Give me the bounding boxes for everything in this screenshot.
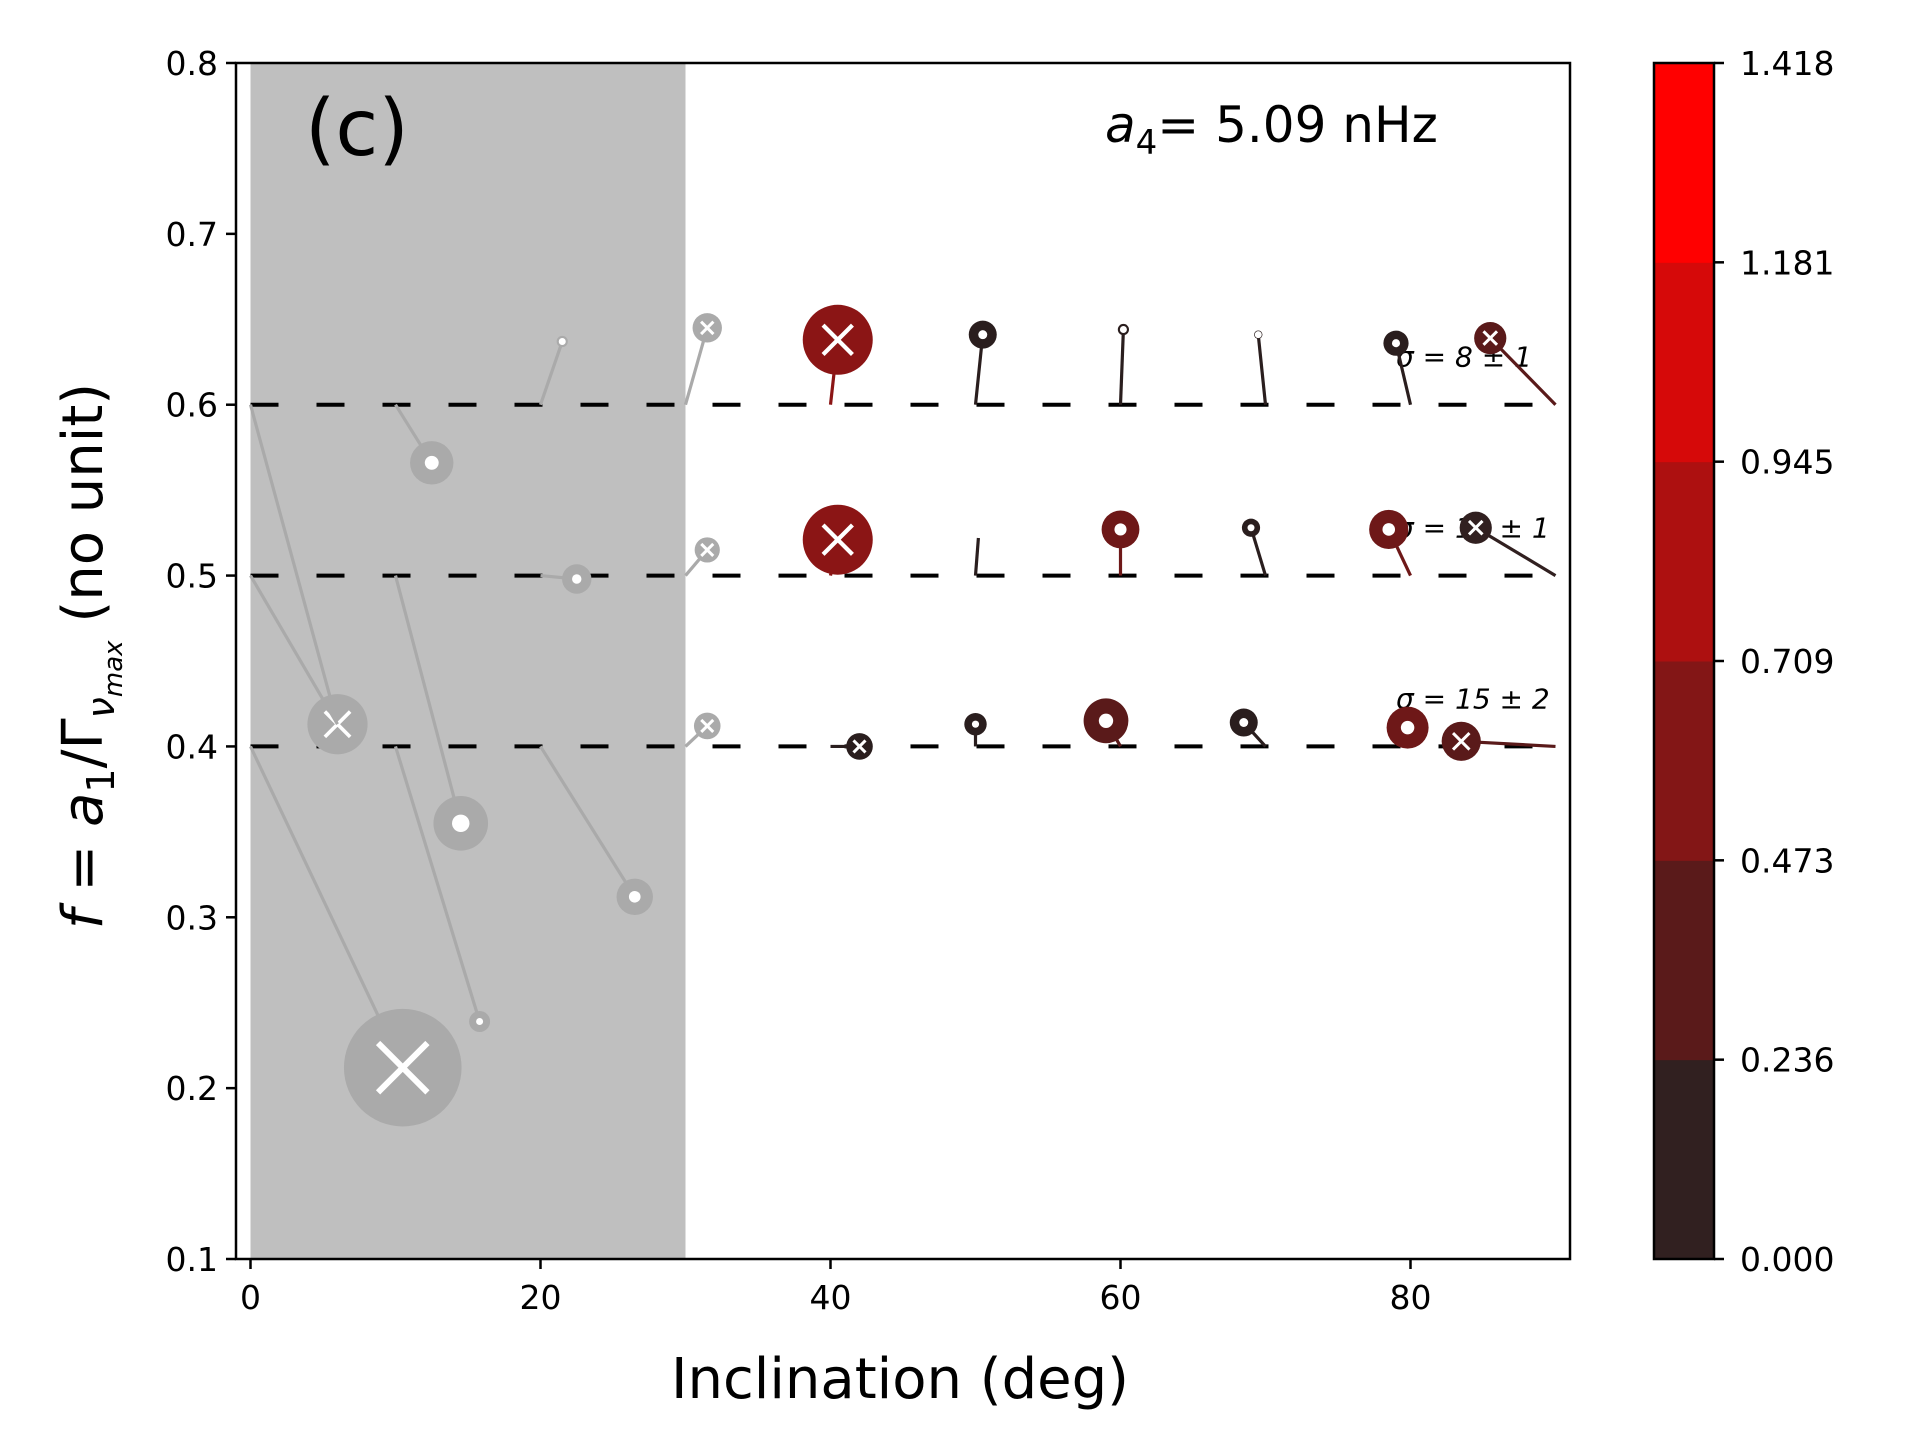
connector-line xyxy=(393,575,463,824)
x-tick-label: 80 xyxy=(1390,1278,1432,1317)
data-point-cross xyxy=(1482,330,1499,346)
y-tick-label: 0.4 xyxy=(166,727,218,766)
colorbar-segment xyxy=(1654,1059,1714,1260)
data-point-center xyxy=(558,337,566,345)
x-axis-label: Inclination (deg) xyxy=(671,1347,1129,1412)
data-point-center xyxy=(452,814,470,833)
annotation-text: = 5.09 nHz xyxy=(1157,96,1438,154)
y-tick-label: 0.3 xyxy=(166,898,218,937)
x-tick-label: 20 xyxy=(520,1278,562,1317)
colorbar-tick-label: 0.000 xyxy=(1740,1240,1834,1279)
sigma-label: σ = 15 ± 2 xyxy=(1396,682,1550,715)
y-label-prefix: f = a xyxy=(51,793,116,930)
data-point-center xyxy=(1119,326,1127,334)
colorbar-segment xyxy=(1654,63,1714,263)
x-tick-label: 40 xyxy=(810,1278,852,1317)
data-point-cross xyxy=(700,542,715,558)
data-point-center xyxy=(1391,339,1401,348)
y-axis-label: f = a1/Γνmax (no unit) xyxy=(51,383,129,929)
data-point-cross xyxy=(700,718,715,733)
panel-label: (c) xyxy=(305,84,409,174)
y-label-sub2: ν xyxy=(79,697,123,718)
colorbar-tick-label: 0.945 xyxy=(1740,443,1834,482)
colorbar-tick-label: 0.236 xyxy=(1740,1041,1834,1080)
y-tick-label: 0.6 xyxy=(166,386,218,425)
plot-layer: σ = 8 ± 1σ = 10 ± 1σ = 15 ± 20204060800.… xyxy=(166,44,1572,1317)
data-point-center xyxy=(1114,523,1127,536)
connector-line xyxy=(973,537,980,576)
data-point-center xyxy=(978,330,988,340)
y-tick-label: 0.2 xyxy=(166,1069,218,1108)
data-point-cross xyxy=(821,523,854,556)
plot-frame xyxy=(234,61,1572,1261)
connector-line xyxy=(249,574,339,726)
y-label-sub3: max xyxy=(99,640,129,697)
data-point-center xyxy=(1382,523,1396,536)
data-point-cross xyxy=(1467,519,1484,536)
data-point-cross xyxy=(821,323,854,356)
colorbar-tick-label: 0.709 xyxy=(1740,642,1834,681)
colorbar-tick-label: 1.181 xyxy=(1740,243,1834,282)
x-tick-label: 0 xyxy=(240,1278,261,1317)
connector-line xyxy=(1256,334,1268,405)
connector-line xyxy=(1118,329,1125,405)
shaded-region xyxy=(250,63,686,1259)
data-point-cross xyxy=(700,320,715,336)
y-label-mid: /Γ xyxy=(51,718,116,768)
sigma-label: σ = 8 ± 1 xyxy=(1396,341,1532,374)
colorbar-segment xyxy=(1654,461,1714,662)
data-point-center xyxy=(1254,331,1262,339)
data-point-center xyxy=(628,890,641,903)
annotation-symbol: a xyxy=(1105,96,1136,154)
colorbar-tick-label: 0.473 xyxy=(1740,841,1834,880)
data-point-center xyxy=(1239,718,1249,727)
y-label-sub1: 1 xyxy=(79,768,123,792)
data-point-center xyxy=(1098,713,1114,728)
data-point-cross xyxy=(375,1040,430,1095)
data-point-center xyxy=(572,574,582,584)
data-point-center xyxy=(1400,720,1415,735)
y-tick-label: 0.5 xyxy=(166,557,218,596)
connector-line xyxy=(393,745,482,1022)
y-tick-label: 0.8 xyxy=(166,44,218,83)
data-point-cross xyxy=(852,739,867,754)
connector-line xyxy=(248,404,340,725)
data-point-center xyxy=(1247,524,1255,532)
data-point-center xyxy=(971,720,980,728)
y-label-suffix: (no unit) xyxy=(51,383,116,641)
x-tick-label: 60 xyxy=(1100,1278,1142,1317)
annotation-subscript: 4 xyxy=(1136,123,1158,163)
a4-annotation: a4= 5.09 nHz xyxy=(1105,96,1438,163)
data-point-center xyxy=(476,1018,484,1026)
colorbar-segment xyxy=(1654,661,1714,861)
colorbar-segment xyxy=(1654,262,1714,463)
colorbar-tick-label: 1.418 xyxy=(1740,44,1834,83)
colorbar: 0.000 0.236 0.473 0.709 0.945 1.181 1.418 xyxy=(1652,44,1834,1279)
connector-line xyxy=(539,745,637,898)
y-tick-label: 0.7 xyxy=(166,215,218,254)
y-tick-label: 0.1 xyxy=(166,1240,218,1279)
connector-line xyxy=(538,340,564,406)
data-point-cross xyxy=(1451,732,1471,751)
data-point-center xyxy=(424,455,439,470)
connector-line xyxy=(249,745,405,1069)
colorbar-segment xyxy=(1654,860,1714,1061)
